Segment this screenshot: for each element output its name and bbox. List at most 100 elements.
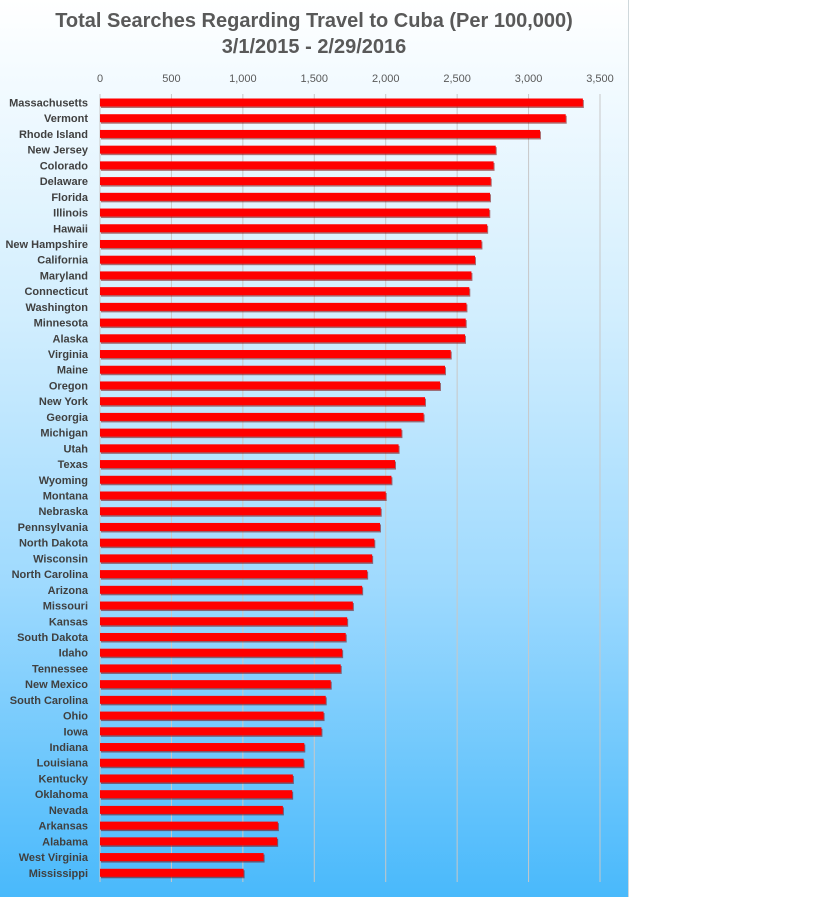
bar bbox=[100, 805, 283, 814]
bar bbox=[100, 302, 467, 311]
category-label: Oklahoma bbox=[35, 789, 89, 801]
bar bbox=[100, 460, 395, 469]
category-label: Idaho bbox=[59, 648, 89, 660]
bar bbox=[100, 601, 353, 610]
bar bbox=[100, 145, 496, 154]
bar bbox=[100, 350, 451, 359]
category-label: Wisconsin bbox=[33, 553, 88, 565]
category-label: West Virginia bbox=[19, 852, 89, 864]
bar bbox=[100, 177, 491, 186]
category-label: Ohio bbox=[63, 711, 88, 723]
x-axis-ticks: 0 500 1,000 1,500 2,000 2,500 3,000 3,500 bbox=[97, 73, 614, 85]
category-label: Pennsylvania bbox=[18, 522, 89, 534]
bar bbox=[100, 287, 470, 296]
bar bbox=[100, 255, 475, 264]
category-labels: Massachusetts Vermont Rhode Island New Jers… bbox=[5, 98, 88, 880]
bar bbox=[100, 758, 304, 767]
bar bbox=[100, 821, 278, 830]
bar bbox=[100, 271, 472, 280]
x-tick-label: 0 bbox=[97, 73, 103, 85]
category-label: California bbox=[37, 255, 89, 267]
category-label: Nebraska bbox=[38, 506, 88, 518]
bar bbox=[100, 868, 244, 877]
bar bbox=[100, 161, 494, 170]
bar bbox=[100, 114, 566, 123]
category-label: Delaware bbox=[40, 176, 88, 188]
category-label: New Mexico bbox=[25, 679, 88, 691]
category-label: Washington bbox=[25, 302, 88, 314]
category-label: Massachusetts bbox=[9, 98, 88, 110]
bar bbox=[100, 129, 540, 138]
category-label: Tennessee bbox=[32, 663, 88, 675]
bar bbox=[100, 412, 424, 421]
bar bbox=[100, 680, 331, 689]
category-label: Georgia bbox=[46, 412, 88, 424]
category-label: Colorado bbox=[40, 160, 89, 172]
category-label: North Dakota bbox=[19, 538, 89, 550]
bar bbox=[100, 790, 293, 799]
category-label: Louisiana bbox=[37, 758, 89, 770]
bar bbox=[100, 743, 305, 752]
category-label: Maine bbox=[57, 365, 88, 377]
x-tick-label: 1,500 bbox=[301, 73, 329, 85]
chart-title: Total Searches Regarding Travel to Cuba … bbox=[55, 10, 573, 32]
x-tick-label: 1,000 bbox=[229, 73, 257, 85]
category-label: Missouri bbox=[43, 601, 88, 613]
category-label: Indiana bbox=[49, 742, 88, 754]
category-label: Nevada bbox=[49, 805, 89, 817]
category-label: Montana bbox=[43, 491, 89, 503]
category-label: Vermont bbox=[44, 113, 88, 125]
bar bbox=[100, 585, 363, 594]
category-label: Kentucky bbox=[38, 773, 88, 785]
category-label: Wyoming bbox=[39, 475, 88, 487]
bar bbox=[100, 381, 440, 390]
x-tick-label: 2,000 bbox=[372, 73, 400, 85]
category-label: Kansas bbox=[49, 616, 88, 628]
bar-chart: 0 500 1,000 1,500 2,000 2,500 3,000 3,500 Massa… bbox=[5, 73, 614, 882]
bar bbox=[100, 318, 466, 327]
bar bbox=[100, 538, 375, 547]
category-label: Hawaii bbox=[53, 223, 88, 235]
bar bbox=[100, 444, 399, 453]
bar bbox=[100, 365, 445, 374]
category-label: Michigan bbox=[40, 428, 88, 440]
category-label: South Dakota bbox=[17, 632, 89, 644]
bar bbox=[100, 192, 490, 201]
chart-panel: Total Searches Regarding Travel to Cuba … bbox=[0, 0, 629, 897]
bar bbox=[100, 224, 488, 233]
category-label: South Carolina bbox=[10, 695, 89, 707]
category-label: Arkansas bbox=[38, 821, 88, 833]
bar bbox=[100, 507, 381, 516]
bar bbox=[100, 428, 402, 437]
bar bbox=[100, 334, 465, 343]
category-label: Rhode Island bbox=[19, 129, 88, 141]
x-tick-label: 2,500 bbox=[443, 73, 471, 85]
bar bbox=[100, 397, 425, 406]
category-label: New Hampshire bbox=[5, 239, 88, 251]
bar bbox=[100, 491, 386, 500]
category-label: Utah bbox=[64, 443, 89, 455]
category-label: Mississippi bbox=[29, 868, 88, 880]
bar bbox=[100, 853, 264, 862]
bar bbox=[100, 617, 348, 626]
bar bbox=[100, 570, 368, 579]
category-label: Connecticut bbox=[24, 286, 88, 298]
bar bbox=[100, 711, 324, 720]
x-tick-label: 3,500 bbox=[586, 73, 614, 85]
category-label: Texas bbox=[58, 459, 88, 471]
bar bbox=[100, 208, 490, 217]
bar bbox=[100, 727, 322, 736]
bar bbox=[100, 522, 380, 531]
bars bbox=[100, 98, 584, 879]
bar bbox=[100, 554, 373, 563]
bar bbox=[100, 837, 278, 846]
x-tick-label: 500 bbox=[162, 73, 180, 85]
category-label: New Jersey bbox=[27, 145, 88, 157]
category-label: New York bbox=[39, 396, 89, 408]
bar bbox=[100, 695, 326, 704]
bar bbox=[100, 664, 341, 673]
bar bbox=[100, 475, 392, 484]
x-tick-label: 3,000 bbox=[515, 73, 543, 85]
category-label: North Carolina bbox=[12, 569, 89, 581]
chart-title-block: Total Searches Regarding Travel to Cuba … bbox=[0, 8, 628, 60]
